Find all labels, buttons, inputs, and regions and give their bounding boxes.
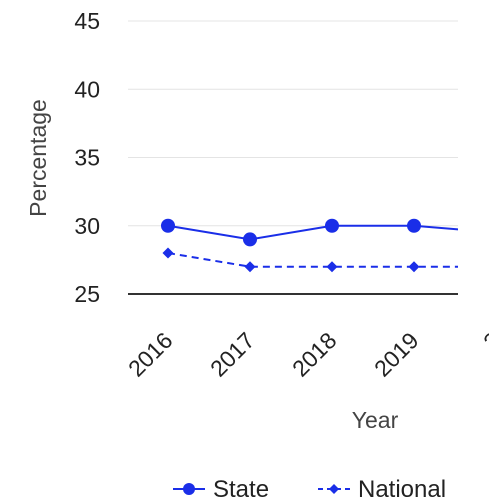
y-tick-label: 30 [74,213,100,239]
x-axis-title: Year [352,407,399,433]
x-tick-label: 2017 [205,327,260,382]
y-tick-label: 45 [74,8,100,34]
legend-label: State [213,476,269,502]
y-tick-labels: 25 30 35 40 45 [74,8,100,307]
x-tick-label: 2016 [123,327,178,382]
x-tick-label: 2 [478,327,489,354]
data-point [407,218,421,233]
series-layer [161,218,458,273]
legend: State National [173,476,446,502]
data-point [244,261,256,273]
series-national [162,247,458,273]
y-tick-label: 25 [74,281,100,307]
data-point [326,261,338,273]
legend-label: National [358,476,446,502]
gridlines [128,20,458,227]
data-point [408,261,420,273]
y-tick-label: 40 [74,76,100,102]
legend-item: State [173,476,269,502]
series-state [161,218,458,247]
y-axis-title: Percentage [25,99,51,217]
x-tick-label: 2018 [287,327,342,382]
data-point [161,218,175,233]
legend-marker [329,484,339,494]
data-point [162,247,174,259]
legend-item: National [318,476,446,502]
x-tick-labels: 2016 2017 2018 2019 2 [123,327,489,382]
y-tick-label: 35 [74,145,100,171]
data-point [243,232,257,247]
series-line [167,252,458,268]
data-point [325,218,339,233]
x-tick-label: 2019 [369,327,424,382]
legend-marker [183,483,195,495]
